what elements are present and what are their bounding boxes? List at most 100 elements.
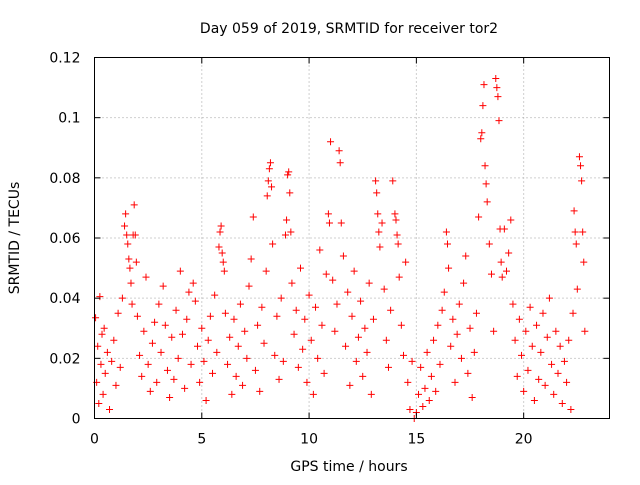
data-point <box>524 366 532 374</box>
data-points <box>92 75 589 422</box>
data-point <box>132 258 140 266</box>
data-point <box>406 405 414 413</box>
data-point <box>537 348 545 356</box>
data-point <box>96 293 104 301</box>
data-point <box>263 192 271 200</box>
data-point <box>265 165 273 173</box>
data-point <box>503 267 510 275</box>
data-point <box>232 372 240 380</box>
data-point <box>464 369 472 377</box>
data-point <box>579 228 587 236</box>
data-point <box>387 306 395 314</box>
data-point <box>573 285 581 293</box>
data-point <box>404 378 412 386</box>
data-point <box>290 330 298 338</box>
data-point <box>283 216 291 224</box>
data-point <box>183 315 191 323</box>
data-point <box>550 390 558 398</box>
data-point <box>230 315 238 323</box>
data-point <box>478 129 486 137</box>
data-point <box>178 330 186 338</box>
y-tick-label: 0.02 <box>49 351 80 367</box>
data-point <box>397 321 405 329</box>
data-point <box>251 366 259 374</box>
data-point <box>453 330 461 338</box>
data-point <box>112 381 120 389</box>
x-tick-label: 0 <box>90 432 99 448</box>
data-point <box>432 387 440 395</box>
data-point <box>268 183 276 191</box>
data-point <box>103 348 111 356</box>
data-point <box>493 84 501 92</box>
y-tick-label: 0.06 <box>49 231 80 247</box>
data-point <box>509 300 517 308</box>
data-point <box>541 381 549 389</box>
data-point <box>495 117 503 125</box>
data-point <box>159 282 167 290</box>
data-point <box>518 351 526 359</box>
data-point <box>350 267 358 275</box>
data-point <box>528 342 536 350</box>
data-point <box>389 177 397 185</box>
data-point <box>226 333 234 341</box>
data-point <box>339 252 347 260</box>
data-point <box>249 213 257 221</box>
data-point <box>417 363 425 371</box>
data-point <box>545 294 553 302</box>
data-point <box>438 306 446 314</box>
data-point <box>423 348 431 356</box>
data-point <box>430 336 438 344</box>
data-point <box>260 339 268 347</box>
data-point <box>202 396 210 404</box>
data-point <box>187 360 195 368</box>
data-point <box>477 135 485 143</box>
data-point <box>312 303 320 311</box>
data-point <box>322 270 330 278</box>
data-point <box>570 207 578 215</box>
data-point <box>155 300 163 308</box>
chart-title: Day 059 of 2019, SRMTID for receiver tor… <box>200 21 498 37</box>
data-point <box>144 360 152 368</box>
data-point <box>449 315 457 323</box>
data-point <box>394 240 402 248</box>
x-tick-label: 10 <box>300 432 318 448</box>
data-point <box>292 306 300 314</box>
data-point <box>320 369 328 377</box>
data-point <box>136 351 144 359</box>
data-point <box>161 321 169 329</box>
data-point <box>124 240 132 248</box>
data-point <box>228 390 236 398</box>
data-point <box>99 390 107 398</box>
data-point <box>363 348 371 356</box>
data-point <box>480 81 488 89</box>
data-point <box>206 312 214 320</box>
data-point <box>479 102 487 110</box>
data-point <box>239 381 247 389</box>
data-point <box>375 228 383 236</box>
data-point <box>271 351 279 359</box>
data-point <box>209 369 217 377</box>
data-point <box>196 378 204 386</box>
data-point <box>97 360 105 368</box>
data-point <box>475 213 483 221</box>
data-point <box>391 210 399 218</box>
data-point <box>507 216 515 224</box>
axis-ticks <box>94 57 610 419</box>
data-point <box>153 378 161 386</box>
data-point <box>126 264 134 272</box>
data-point <box>224 360 232 368</box>
data-point <box>151 318 159 326</box>
data-point <box>577 162 585 170</box>
data-point <box>336 159 344 167</box>
data-point <box>500 225 508 233</box>
data-point <box>348 312 356 320</box>
data-point <box>130 201 138 209</box>
data-point <box>365 279 373 287</box>
data-point <box>277 294 285 302</box>
data-point <box>303 378 311 386</box>
data-point <box>181 384 189 392</box>
data-point <box>378 219 386 227</box>
data-point <box>376 243 384 251</box>
data-point <box>297 264 304 272</box>
